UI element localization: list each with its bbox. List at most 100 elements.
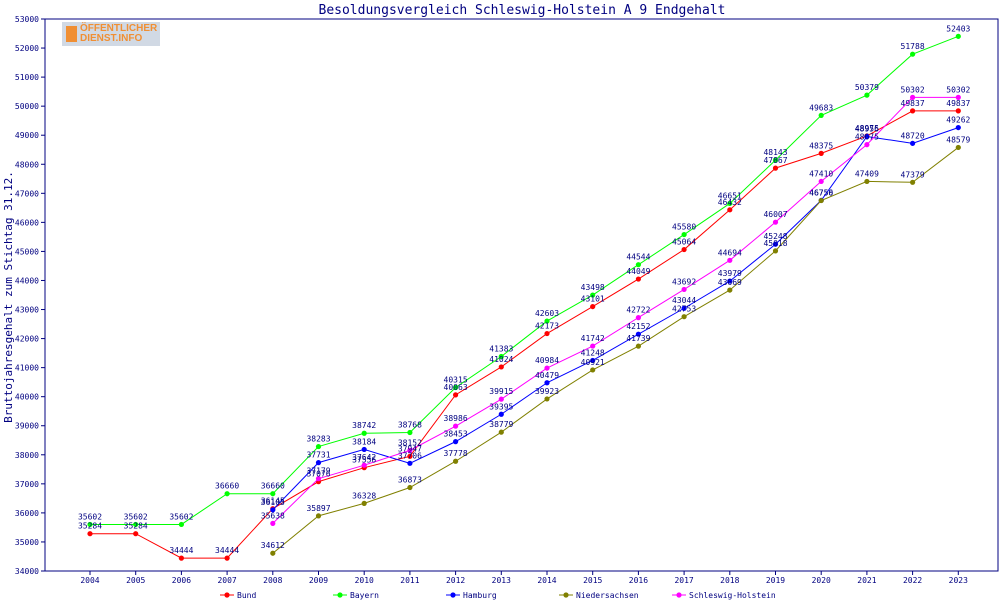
data-label: 45580 xyxy=(672,223,696,232)
data-point xyxy=(910,179,916,185)
x-tick-label: 2018 xyxy=(720,576,739,585)
data-label: 52403 xyxy=(946,24,970,33)
data-label: 46756 xyxy=(809,188,833,197)
series-line xyxy=(90,110,959,559)
data-label: 50302 xyxy=(901,85,925,94)
data-point xyxy=(590,357,596,364)
x-tick-label: 2004 xyxy=(80,576,99,585)
y-tick-label: 40000 xyxy=(15,393,39,402)
data-point xyxy=(681,305,687,311)
data-label: 45248 xyxy=(763,232,787,241)
data-label: 38152 xyxy=(398,438,422,447)
data-point xyxy=(270,491,276,497)
data-point xyxy=(453,439,459,445)
x-tick-label: 2021 xyxy=(857,576,876,585)
legend-label: Hamburg xyxy=(463,591,497,600)
data-label: 43669 xyxy=(718,278,742,287)
data-label: 38768 xyxy=(398,420,422,429)
data-label: 42603 xyxy=(535,309,559,318)
legend-swatch-marker xyxy=(224,592,230,598)
data-point xyxy=(453,423,459,429)
data-point xyxy=(361,500,367,506)
data-label: 34612 xyxy=(261,541,285,550)
data-point xyxy=(772,248,779,254)
data-point xyxy=(87,531,93,537)
data-label: 49262 xyxy=(946,116,970,125)
legend-swatch-marker xyxy=(563,592,569,598)
data-point xyxy=(727,278,733,284)
data-point xyxy=(864,142,870,148)
data-label: 38986 xyxy=(444,414,468,423)
data-point xyxy=(910,94,916,100)
data-point xyxy=(178,555,184,561)
data-label: 42722 xyxy=(626,306,650,315)
data-label: 47410 xyxy=(809,169,833,178)
plot-border xyxy=(44,18,999,572)
data-point xyxy=(590,292,596,298)
data-label: 47379 xyxy=(901,170,925,179)
series-layer xyxy=(87,33,961,561)
data-point xyxy=(910,108,916,114)
data-point xyxy=(818,178,824,185)
y-tick-label: 49000 xyxy=(15,131,39,140)
data-point xyxy=(681,286,687,293)
data-label: 36660 xyxy=(215,482,239,491)
data-label: 42753 xyxy=(672,305,696,314)
data-point xyxy=(635,315,642,321)
data-label: 39395 xyxy=(489,402,513,411)
data-label: 40984 xyxy=(535,356,559,365)
data-point xyxy=(818,197,824,204)
data-label: 43044 xyxy=(672,296,696,305)
legend-swatch-marker xyxy=(676,592,682,598)
data-label: 37947 xyxy=(398,444,422,453)
data-label: 43101 xyxy=(581,295,605,304)
y-tick-label: 52000 xyxy=(15,44,39,53)
x-tick-label: 2014 xyxy=(537,576,556,585)
y-tick-label: 35000 xyxy=(15,538,39,547)
data-point xyxy=(270,507,276,513)
data-label: 44049 xyxy=(626,267,650,276)
data-label: 35284 xyxy=(78,522,102,531)
data-point xyxy=(498,411,504,417)
data-label: 42152 xyxy=(626,322,650,331)
data-point xyxy=(544,396,550,402)
data-label: 48956 xyxy=(855,124,879,133)
data-label: 37556 xyxy=(352,456,376,465)
y-tick-label: 34000 xyxy=(15,567,39,576)
data-label: 37731 xyxy=(306,451,330,460)
data-point xyxy=(727,257,733,263)
data-label: 40479 xyxy=(535,371,559,380)
data-label: 43692 xyxy=(672,277,696,286)
y-axis: 34000 35000 36000 37000 38000 39000 40000 41000… xyxy=(15,15,45,576)
y-tick-label: 53000 xyxy=(15,15,39,24)
data-label: 48375 xyxy=(809,141,833,150)
data-label: 38453 xyxy=(444,430,468,439)
data-point xyxy=(498,364,504,370)
data-point xyxy=(498,353,504,360)
data-point xyxy=(772,157,779,163)
data-label: 37706 xyxy=(398,451,422,460)
data-label: 50302 xyxy=(946,85,970,94)
data-label: 48579 xyxy=(946,135,970,144)
data-label: 48675 xyxy=(855,133,879,142)
data-label: 37642 xyxy=(352,453,376,462)
x-tick-label: 2012 xyxy=(446,576,465,585)
data-label: 46007 xyxy=(763,210,787,219)
logo-line-1: ÖFFENTLICHER xyxy=(80,23,158,34)
data-point xyxy=(361,446,367,453)
data-point xyxy=(864,92,870,98)
data-label: 35897 xyxy=(306,504,330,513)
data-label: 35602 xyxy=(124,512,148,521)
data-label: 35602 xyxy=(169,512,193,521)
data-point xyxy=(315,460,322,466)
data-label: 37076 xyxy=(306,470,330,479)
logo: ÖFFENTLICHER DIENST.INFO xyxy=(62,22,160,46)
data-label: 44544 xyxy=(626,253,650,262)
data-point xyxy=(453,392,459,398)
data-label: 37778 xyxy=(444,449,468,458)
data-point xyxy=(453,458,459,464)
legend: Bund Bayern Hamburg Niedersachsen Schleswig-… xyxy=(220,591,776,600)
y-tick-label: 41000 xyxy=(15,364,39,373)
data-point xyxy=(955,33,961,39)
data-point xyxy=(635,331,642,337)
